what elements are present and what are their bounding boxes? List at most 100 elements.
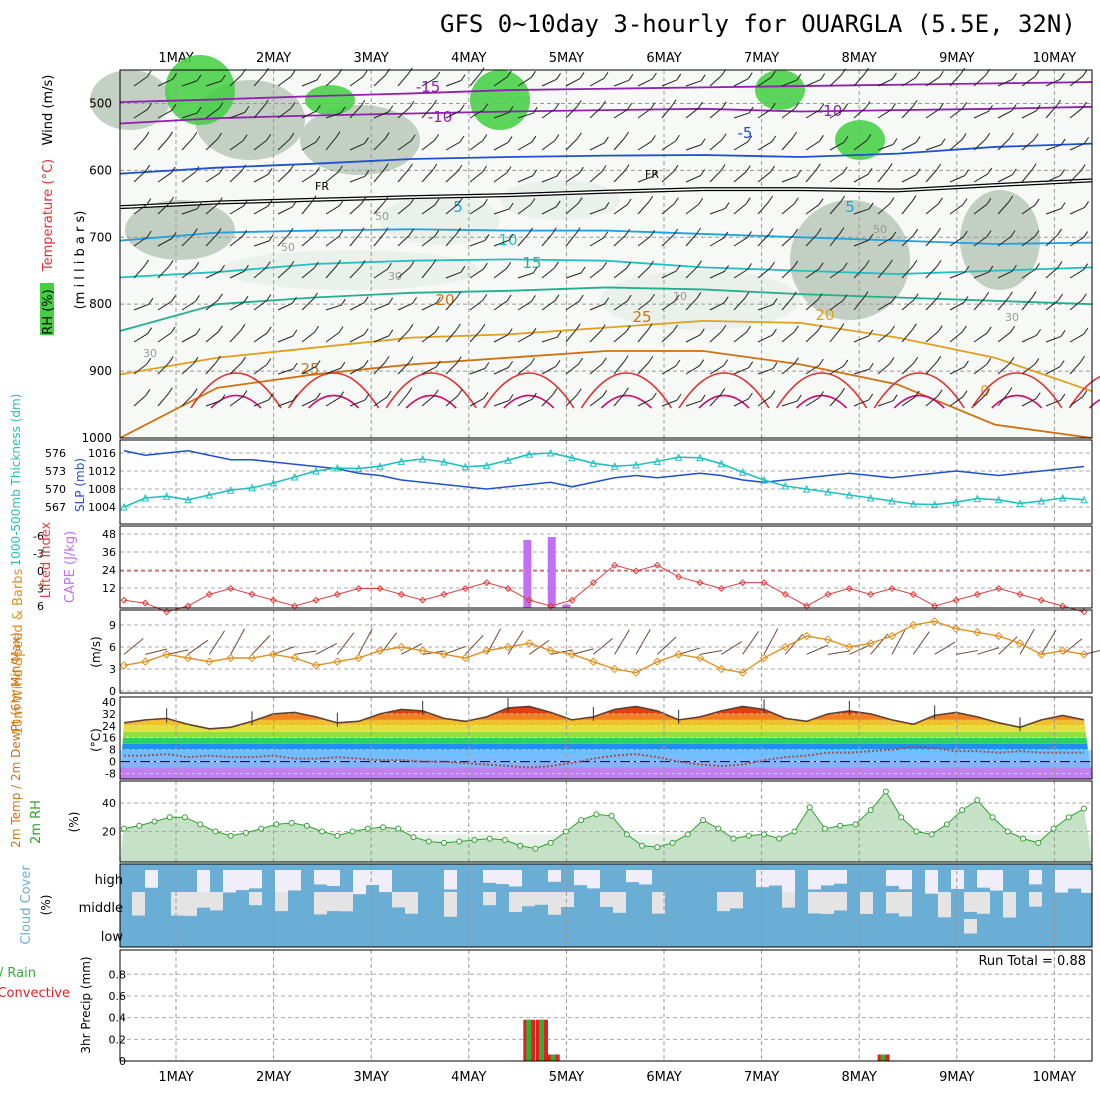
wind-barb (1021, 110, 1037, 119)
wind-barb-flag (554, 102, 560, 110)
thickness-marker (610, 462, 619, 470)
wind-barb-flag (771, 135, 777, 143)
wind-barb (325, 171, 339, 183)
wind-barb-flag (216, 355, 221, 363)
thickness-tick-label: 570 (45, 483, 66, 496)
wind-barb-flag (292, 296, 297, 304)
wind-barb (1021, 398, 1037, 407)
rh-marker (562, 828, 569, 835)
cloud-clear-cell (548, 870, 561, 882)
wind-barb (205, 361, 217, 375)
wind-barb-flag (435, 71, 441, 79)
wind-barb (253, 240, 270, 247)
surface-isotherm (580, 372, 673, 409)
li-marker (269, 596, 277, 604)
wind-barb-flag (530, 198, 536, 205)
li-marker (440, 590, 448, 598)
temp-tick-label: 32 (102, 708, 116, 721)
wind-barb (397, 140, 412, 151)
wind-barb-flag (794, 102, 800, 109)
wind-barb-flag (985, 132, 991, 140)
cloud-clear-cell (730, 892, 743, 909)
wind-speed-marker (1058, 646, 1067, 655)
bottom-day-label: 10MAY (1033, 1070, 1077, 1085)
li-marker (1016, 590, 1024, 598)
surface-isotherm (405, 394, 457, 409)
li-marker (141, 599, 149, 607)
wind-barb-flag (747, 231, 752, 238)
wind-barb (541, 108, 556, 119)
wind-barb (877, 78, 893, 87)
wind-speed-marker (183, 653, 193, 663)
li-marker (675, 573, 683, 581)
wind-barb (853, 335, 869, 343)
rh-marker (928, 831, 935, 838)
temp-tick-label: 8 (109, 744, 116, 757)
wind-barb (565, 233, 577, 247)
wind-barb-flag (291, 200, 297, 208)
wind-speed-marker (994, 631, 1003, 641)
rh-marker (974, 797, 981, 804)
wind-barb-flag (531, 392, 537, 400)
wind-barb (133, 76, 148, 87)
wind-barb (517, 272, 534, 279)
wind-barb (493, 334, 509, 343)
wind-barb-flag (674, 294, 680, 302)
wind-barb (181, 112, 198, 119)
wind-barb (997, 297, 1009, 311)
wind-barb (685, 144, 702, 151)
wind-barb (973, 236, 988, 247)
wind-barb (1069, 206, 1085, 215)
wind-tick-label: 9 (109, 619, 116, 632)
cloud-clear-cell (236, 870, 249, 891)
contour-label: 30 (388, 270, 402, 283)
wind-barb (709, 170, 722, 183)
wind-barb (829, 141, 845, 151)
bottom-day-label: 6MAY (646, 1070, 681, 1085)
wind-barb (1021, 334, 1037, 343)
wind-barb-flag (673, 197, 679, 205)
wind-barb-flag (864, 67, 870, 75)
wind-barb-flag (793, 325, 799, 333)
thickness-marker (205, 490, 214, 499)
wind-barb-flag (483, 392, 489, 399)
wind-barb-flag (1031, 163, 1037, 170)
wind-speed-marker (141, 657, 150, 666)
wind-barb (397, 169, 409, 183)
wind-barb (637, 398, 653, 407)
isotherm-line (119, 286, 1093, 332)
wind-barb-flag (528, 227, 533, 235)
wind-tick-label: 3 (109, 663, 116, 676)
cape-bar (547, 537, 556, 608)
surface-wind-barb (273, 646, 295, 655)
rh-marker (532, 845, 539, 852)
wind-barb-flag (484, 234, 490, 241)
wind-barb-flag (316, 73, 322, 81)
wind-barb-flag (169, 196, 175, 204)
wind-barb-flag (793, 197, 799, 205)
wind-barb (517, 233, 529, 247)
wind-barb (253, 399, 269, 407)
wind-barb-flag (172, 73, 177, 80)
wind-barb-flag (192, 388, 198, 395)
wind-barb-flag (623, 355, 629, 362)
wind-barb-flag (796, 169, 802, 177)
surface-wind-barb (358, 628, 373, 655)
wind-barb-flag (484, 362, 490, 369)
wind-barb-flag (482, 294, 488, 301)
thickness-marker (568, 453, 576, 462)
wind-barb (565, 363, 579, 375)
wind-barb (421, 105, 433, 119)
wind-barb (901, 174, 917, 183)
temp-tick-label: 16 (102, 732, 116, 745)
surface-wind-barb (187, 639, 209, 655)
cloud-clear-cell (353, 870, 366, 895)
wind-barb-flag (1034, 358, 1040, 365)
wind-barb-flag (220, 394, 226, 401)
cloud-clear-cell (652, 892, 665, 914)
thickness-marker (674, 453, 683, 461)
wind-barb-flag (747, 392, 753, 400)
wind-barb-flag (147, 103, 152, 110)
wind-barb-flag (818, 262, 824, 270)
rh-marker (349, 828, 356, 835)
